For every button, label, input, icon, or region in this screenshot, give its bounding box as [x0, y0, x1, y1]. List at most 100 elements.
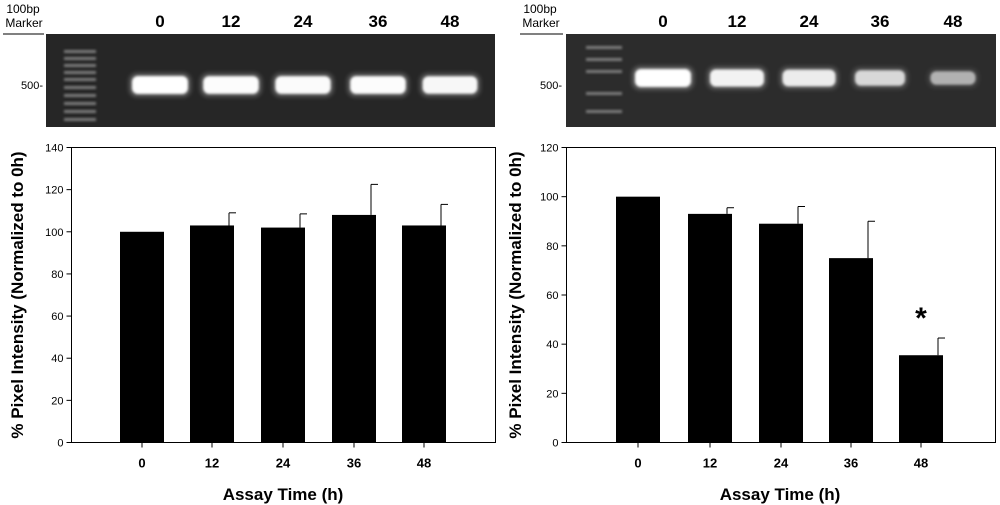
chart-right-xtick-label-24: 24	[774, 456, 789, 471]
chart-left-errorbars	[228, 183, 448, 228]
gel-right-lane-label-24: 24	[800, 12, 819, 31]
chart-left-bars	[120, 214, 446, 443]
chart-left-xtick-label-24: 24	[276, 456, 291, 471]
gel-right-marker-label-line1: 100bp	[523, 2, 557, 16]
gel-left-ladder-band-7	[64, 102, 96, 105]
chart-right-significance-mark-48: *	[915, 302, 927, 335]
chart-left-ytick-label: 100	[45, 227, 63, 239]
chart-right-ytick-label: 0	[552, 438, 558, 450]
gel-left-ladder-band-8	[64, 110, 96, 113]
gel-left-band-0	[132, 76, 188, 94]
chart-right-ytick-label: 60	[546, 290, 558, 302]
chart-left-xtick-label-36: 36	[347, 456, 361, 471]
gel-right-band-24	[782, 69, 836, 87]
chart-left-bar-12	[190, 225, 234, 443]
chart-right-ytick-label: 40	[546, 339, 558, 351]
gel-left-band-24	[275, 76, 331, 94]
gel-right-band-36	[854, 70, 906, 86]
chart-right-ytick-label: 120	[540, 143, 558, 155]
gel-right-band-48	[930, 71, 976, 85]
chart-left-ytick-label: 40	[51, 353, 63, 365]
gel-left-lane-label-48: 48	[441, 12, 460, 31]
chart-left-bar-0	[120, 231, 164, 443]
chart-right-x-axis-label: Assay Time (h)	[720, 485, 841, 504]
chart-right-bar-24	[759, 223, 803, 443]
chart-right-significance: *	[915, 302, 927, 335]
gel-right-lane-label-36: 36	[871, 12, 890, 31]
gel-left-marker-label-line1: 100bp	[6, 2, 40, 16]
gel-left-ladder-band-1	[64, 57, 96, 60]
gel-right-ladder-band-4	[586, 110, 622, 113]
gel-right-lane-label-12: 12	[728, 12, 747, 31]
chart-left-ytick-label: 20	[51, 395, 63, 407]
gel-right-lane-label-0: 0	[658, 12, 667, 31]
chart-right-bars	[616, 196, 943, 443]
chart-right-xtick-label-0: 0	[634, 456, 641, 471]
chart-left-bar-48	[402, 225, 446, 443]
gel-right-band-0	[635, 69, 691, 87]
gel-right-band-12	[709, 69, 765, 87]
chart-right-xtick-label-48: 48	[914, 456, 928, 471]
gel-left-bands	[129, 73, 481, 97]
gel-right-ladder-band-2	[586, 70, 622, 73]
gel-right-size-label: 500-	[540, 80, 562, 92]
chart-left-xticks: 0 12 24 36 48	[138, 442, 431, 471]
gel-left-band-48	[422, 76, 478, 94]
gel-left-ladder-band-6	[64, 94, 96, 97]
chart-left-ytick-label: 140	[45, 143, 63, 155]
gel-right-lane-label-48: 48	[944, 12, 963, 31]
chart-left-ytick-label: 0	[57, 438, 63, 450]
chart-left-ytick-label: 80	[51, 269, 63, 281]
chart-left-xtick-label-0: 0	[138, 456, 145, 471]
chart-right-y-axis-label: % Pixel Intensity (Normalized to 0h)	[506, 151, 525, 438]
chart-left-y-axis-label: % Pixel Intensity (Normalized to 0h)	[8, 151, 27, 438]
chart-right-ytick-label: 20	[546, 388, 558, 400]
gel-right-bands	[632, 66, 979, 90]
gel-left-lane-label-36: 36	[369, 12, 388, 31]
gel-left-ladder-band-0	[64, 50, 96, 53]
chart-right-yticks: 0 20 40 60 80 100 120	[540, 143, 567, 450]
chart-right-ytick-label: 80	[546, 241, 558, 253]
gel-left-band-12	[203, 76, 259, 94]
chart-right-xtick-label-12: 12	[703, 456, 717, 471]
chart-left: 0 20 40 60 80 100 120 140 0 12 24 36 48 % Pixel Int…	[8, 143, 496, 504]
gel-right-ladder-band-3	[586, 92, 622, 95]
gel-left-ladder-band-2	[64, 64, 96, 67]
chart-left-bar-24	[261, 227, 305, 443]
chart-left-bar-36	[332, 214, 376, 443]
chart-right-bar-0	[616, 196, 660, 443]
gel-right-ladder-band-1	[586, 58, 622, 61]
chart-left-ytick-label: 60	[51, 311, 63, 323]
gel-right-lane-labels: 0 12 24 36 48	[658, 12, 962, 31]
gel-left: 100bp Marker 500- 0 12 24 36 48	[3, 2, 495, 127]
chart-right-ytick-label: 100	[540, 192, 558, 204]
chart-left-xtick-label-12: 12	[205, 456, 219, 471]
chart-left-x-axis-label: Assay Time (h)	[223, 485, 344, 504]
chart-left-yticks: 0 20 40 60 80 100 120 140	[45, 143, 72, 450]
chart-right: 0 20 40 60 80 100 120 0 12 24 36 48 * % Pixel Inte…	[506, 143, 996, 504]
gel-left-lane-label-12: 12	[222, 12, 241, 31]
gel-left-size-label: 500-	[21, 80, 43, 92]
gel-right-marker-label-line2: Marker	[522, 16, 559, 30]
gel-left-lane-label-24: 24	[294, 12, 313, 31]
chart-right-xtick-label-36: 36	[844, 456, 858, 471]
chart-right-bar-48	[899, 355, 943, 443]
gel-right: 100bp Marker 500- 0 12 24 36 48	[520, 2, 996, 127]
gel-left-ladder	[64, 50, 96, 121]
chart-right-bar-12	[688, 213, 732, 443]
gel-right-ladder-band-0	[586, 46, 622, 49]
gel-right-ladder	[586, 46, 622, 113]
gel-left-ladder-band-3	[64, 71, 96, 74]
chart-right-xticks: 0 12 24 36 48	[634, 442, 928, 471]
gel-left-lane-labels: 0 12 24 36 48	[155, 12, 459, 31]
gel-left-lane-label-0: 0	[155, 12, 164, 31]
gel-left-ladder-band-4	[64, 78, 96, 81]
gel-left-ladder-band-9	[64, 118, 96, 121]
gel-left-band-36	[350, 76, 406, 94]
chart-left-xtick-label-48: 48	[417, 456, 431, 471]
gel-left-marker-label-line2: Marker	[5, 16, 42, 30]
chart-right-bar-36	[829, 258, 873, 443]
chart-right-errorbars	[726, 206, 945, 356]
gel-left-ladder-band-5	[64, 86, 96, 89]
